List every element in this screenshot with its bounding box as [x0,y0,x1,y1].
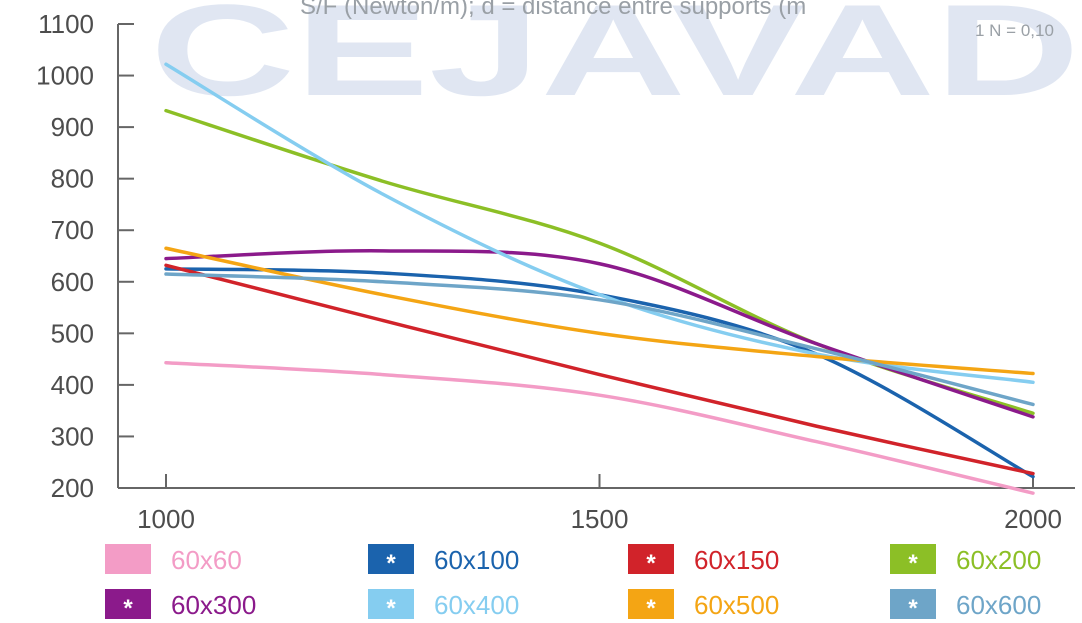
legend-label: 60x100 [434,545,519,575]
legend-label: 60x300 [171,590,256,620]
axes: 200 300 400 500 600 700 800 900 1000 1100 1000 1500… [36,9,1075,534]
legend-item-60x600: * 60x600 [890,589,1041,622]
legend-swatch [105,544,151,574]
legend-swatch [368,544,414,574]
legend-item-60x100: * 60x100 [368,544,519,577]
legend-marker: * [386,550,396,577]
chart-header-text: S/F (Newton/m); d = distance entre suppo… [300,0,806,20]
x-tick-label: 1000 [137,504,195,534]
unit-note: 1 N = 0,10 [975,21,1054,40]
legend-marker: * [123,595,133,622]
legend-label: 60x200 [956,545,1041,575]
series-line-60x150 [164,263,1035,476]
y-tick-label: 500 [51,318,94,348]
y-tick-label: 700 [51,215,94,245]
legend-label: 60x150 [694,545,779,575]
legend-swatch [890,589,936,619]
y-tick-label: 800 [51,164,94,194]
x-tick-label: 1500 [571,504,629,534]
legend-marker: * [646,595,656,622]
legend-swatch [628,589,674,619]
legend-label: 60x400 [434,590,519,620]
legend-swatch [368,589,414,619]
legend-item-60x200: * 60x200 [890,544,1041,577]
series-lines [164,62,1035,495]
legend-swatch [628,544,674,574]
y-tick-label: 1000 [36,61,94,91]
legend-marker: * [646,550,656,577]
legend-item-60x300: * 60x300 [105,589,256,622]
legend-item-60x60: 60x60 [105,544,242,575]
y-tick-label: 900 [51,112,94,142]
legend-swatch [105,589,151,619]
legend-swatch [890,544,936,574]
y-tick-label: 600 [51,267,94,297]
watermark-text: CEJAVAD [150,0,1080,123]
legend-label: 60x60 [171,545,242,575]
legend-marker: * [386,595,396,622]
series-line-60x500 [164,246,1035,376]
legend-marker: * [908,595,918,622]
x-tick-label: 2000 [1004,504,1062,534]
series-line-60x300 [164,249,1035,419]
y-tick-label: 400 [51,370,94,400]
series-line-60x600 [164,272,1035,407]
legend: 60x60 * 60x100 * 60x150 * 60x200 * 60x300 * 60x400… [105,544,1041,622]
watermark: CEJAVAD [150,0,1080,123]
legend-label: 60x600 [956,590,1041,620]
legend-label: 60x500 [694,590,779,620]
legend-item-60x400: * 60x400 [368,589,519,622]
legend-item-60x500: * 60x500 [628,589,779,622]
legend-item-60x150: * 60x150 [628,544,779,577]
series-line-60x60 [164,360,1035,495]
y-tick-label: 300 [51,421,94,451]
y-tick-label: 200 [51,473,94,503]
legend-marker: * [908,550,918,577]
y-tick-label: 1100 [38,9,94,39]
